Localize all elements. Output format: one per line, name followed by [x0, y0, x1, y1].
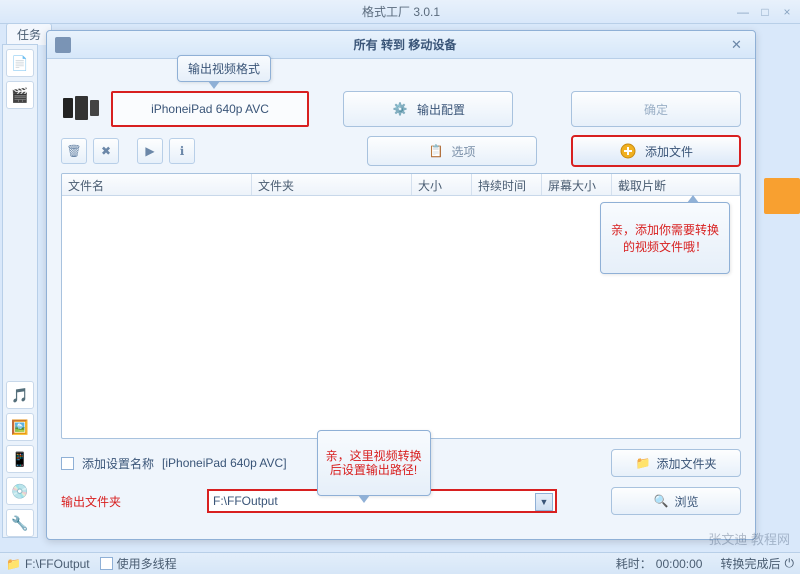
watermark: 张文迪 教程网 — [708, 529, 790, 548]
dialog-icon — [55, 37, 71, 53]
status-elapsed: 耗时： 00:00:00 — [616, 555, 703, 572]
info-button[interactable]: ℹ — [169, 138, 195, 164]
options-label: 选项 — [451, 143, 475, 160]
options-icon: 📋 — [429, 144, 444, 158]
folder-icon: 📁 — [6, 557, 21, 571]
format-label: iPhoneiPad 640p AVC — [151, 102, 269, 116]
add-file-button[interactable]: 添加文件 — [571, 135, 741, 167]
callout-format: 输出视频格式 — [177, 55, 271, 82]
browse-icon: 🔍 — [654, 494, 669, 508]
right-indicator — [764, 178, 800, 214]
ok-label: 确定 — [644, 101, 668, 118]
col-clip[interactable]: 截取片断 — [612, 174, 740, 195]
close-button[interactable]: × — [780, 5, 794, 19]
dialog-close-button[interactable]: ✕ — [731, 37, 747, 53]
add-file-label: 添加文件 — [645, 143, 693, 160]
app-title: 格式工厂 3.0.1 — [66, 3, 736, 20]
status-after: 转换完成后 ⏻ — [720, 555, 794, 572]
dialog-title: 所有 转到 移动设备 — [79, 36, 731, 53]
bottom-panel: 添加设置名称 [iPhoneiPad 640p AVC] 亲，这里视频转换 后设… — [61, 439, 741, 529]
sidebar-item-tools[interactable]: 🔧 — [6, 509, 34, 537]
preset-label: 添加设置名称 — [82, 455, 154, 472]
status-bar: 📁 F:\FFOutput 使用多线程 耗时： 00:00:00 转换完成后 ⏻ — [0, 552, 800, 574]
clear-button[interactable]: ✖ — [93, 138, 119, 164]
format-display[interactable]: iPhoneiPad 640p AVC — [111, 91, 309, 127]
browse-button[interactable]: 🔍 浏览 — [611, 487, 741, 515]
file-list: 文件名 文件夹 大小 持续时间 屏幕大小 截取片断 亲，添加你需要转换 的视频文… — [61, 173, 741, 439]
window-controls: — □ × — [736, 5, 794, 19]
sidebar-item-video[interactable]: 🎬 — [6, 81, 34, 109]
callout-path: 亲，这里视频转换 后设置输出路径! — [317, 430, 431, 496]
sidebar-item-disc[interactable]: 💿 — [6, 477, 34, 505]
maximize-button[interactable]: □ — [758, 5, 772, 19]
callout-path-text: 亲，这里视频转换 后设置输出路径! — [326, 449, 422, 477]
elapsed-value: 00:00:00 — [656, 557, 703, 571]
elapsed-label: 耗时： — [616, 555, 652, 572]
add-file-icon — [619, 142, 637, 160]
preset-row: 添加设置名称 [iPhoneiPad 640p AVC] 亲，这里视频转换 后设… — [61, 447, 741, 479]
list-header: 文件名 文件夹 大小 持续时间 屏幕大小 截取片断 — [62, 174, 740, 196]
col-filename[interactable]: 文件名 — [62, 174, 252, 195]
row2: 🗑 ✖ ▶ ℹ 📋 选项 添加文件 — [61, 131, 741, 171]
gear-icon: ⚙️ — [391, 100, 409, 118]
preset-checkbox[interactable] — [61, 457, 74, 470]
browse-label: 浏览 — [674, 493, 698, 510]
col-duration[interactable]: 持续时间 — [472, 174, 542, 195]
callout-addfile: 亲，添加你需要转换 的视频文件哦！ — [600, 202, 730, 274]
output-folder-label: 输出文件夹 — [61, 493, 141, 510]
add-folder-label: 添加文件夹 — [656, 455, 716, 472]
multithread-label: 使用多线程 — [117, 555, 177, 572]
remove-button[interactable]: 🗑 — [61, 138, 87, 164]
convert-dialog: 所有 转到 移动设备 ✕ 输出视频格式 iPhoneiPad 640p AVC … — [46, 30, 756, 540]
multithread-checkbox[interactable] — [100, 557, 113, 570]
add-folder-button[interactable]: 📁 添加文件夹 — [611, 449, 741, 477]
chevron-down-icon[interactable]: ▼ — [535, 493, 553, 511]
col-folder[interactable]: 文件夹 — [252, 174, 412, 195]
ok-button[interactable]: 确定 — [571, 91, 741, 127]
app-titlebar: 格式工厂 3.0.1 — □ × — [0, 0, 800, 24]
status-path: F:\FFOutput — [25, 557, 90, 571]
sidebar-item-image[interactable]: 🖼️ — [6, 413, 34, 441]
sidebar-item-mobile[interactable]: 📱 — [6, 445, 34, 473]
sidebar-item-audio[interactable]: 🎵 — [6, 381, 34, 409]
col-size[interactable]: 大小 — [412, 174, 472, 195]
callout-format-text: 输出视频格式 — [188, 62, 260, 76]
status-multithread-item[interactable]: 使用多线程 — [100, 555, 177, 572]
add-folder-icon: 📁 — [636, 456, 651, 470]
device-icon — [61, 91, 103, 127]
minimize-button[interactable]: — — [736, 5, 750, 19]
col-screensize[interactable]: 屏幕大小 — [542, 174, 612, 195]
after-icon: ⏻ — [785, 556, 795, 571]
play-button[interactable]: ▶ — [137, 138, 163, 164]
sidebar: 📄 🎬 🎵 🖼️ 📱 💿 🔧 — [2, 44, 38, 538]
preset-name: [iPhoneiPad 640p AVC] — [162, 456, 287, 470]
dialog-body: 输出视频格式 iPhoneiPad 640p AVC ⚙️ 输出配置 确定 🗑 — [47, 59, 755, 539]
sidebar-item-doc[interactable]: 📄 — [6, 49, 34, 77]
after-label: 转换完成后 — [720, 555, 780, 572]
output-path-value: F:\FFOutput — [213, 494, 278, 508]
callout-addfile-text: 亲，添加你需要转换 的视频文件哦！ — [611, 223, 719, 254]
options-button[interactable]: 📋 选项 — [367, 136, 537, 166]
output-config-button[interactable]: ⚙️ 输出配置 — [343, 91, 513, 127]
dialog-titlebar: 所有 转到 移动设备 ✕ — [47, 31, 755, 59]
top-row: iPhoneiPad 640p AVC ⚙️ 输出配置 确定 — [61, 87, 741, 131]
output-config-label: 输出配置 — [417, 101, 465, 118]
status-path-item[interactable]: 📁 F:\FFOutput — [6, 557, 90, 571]
